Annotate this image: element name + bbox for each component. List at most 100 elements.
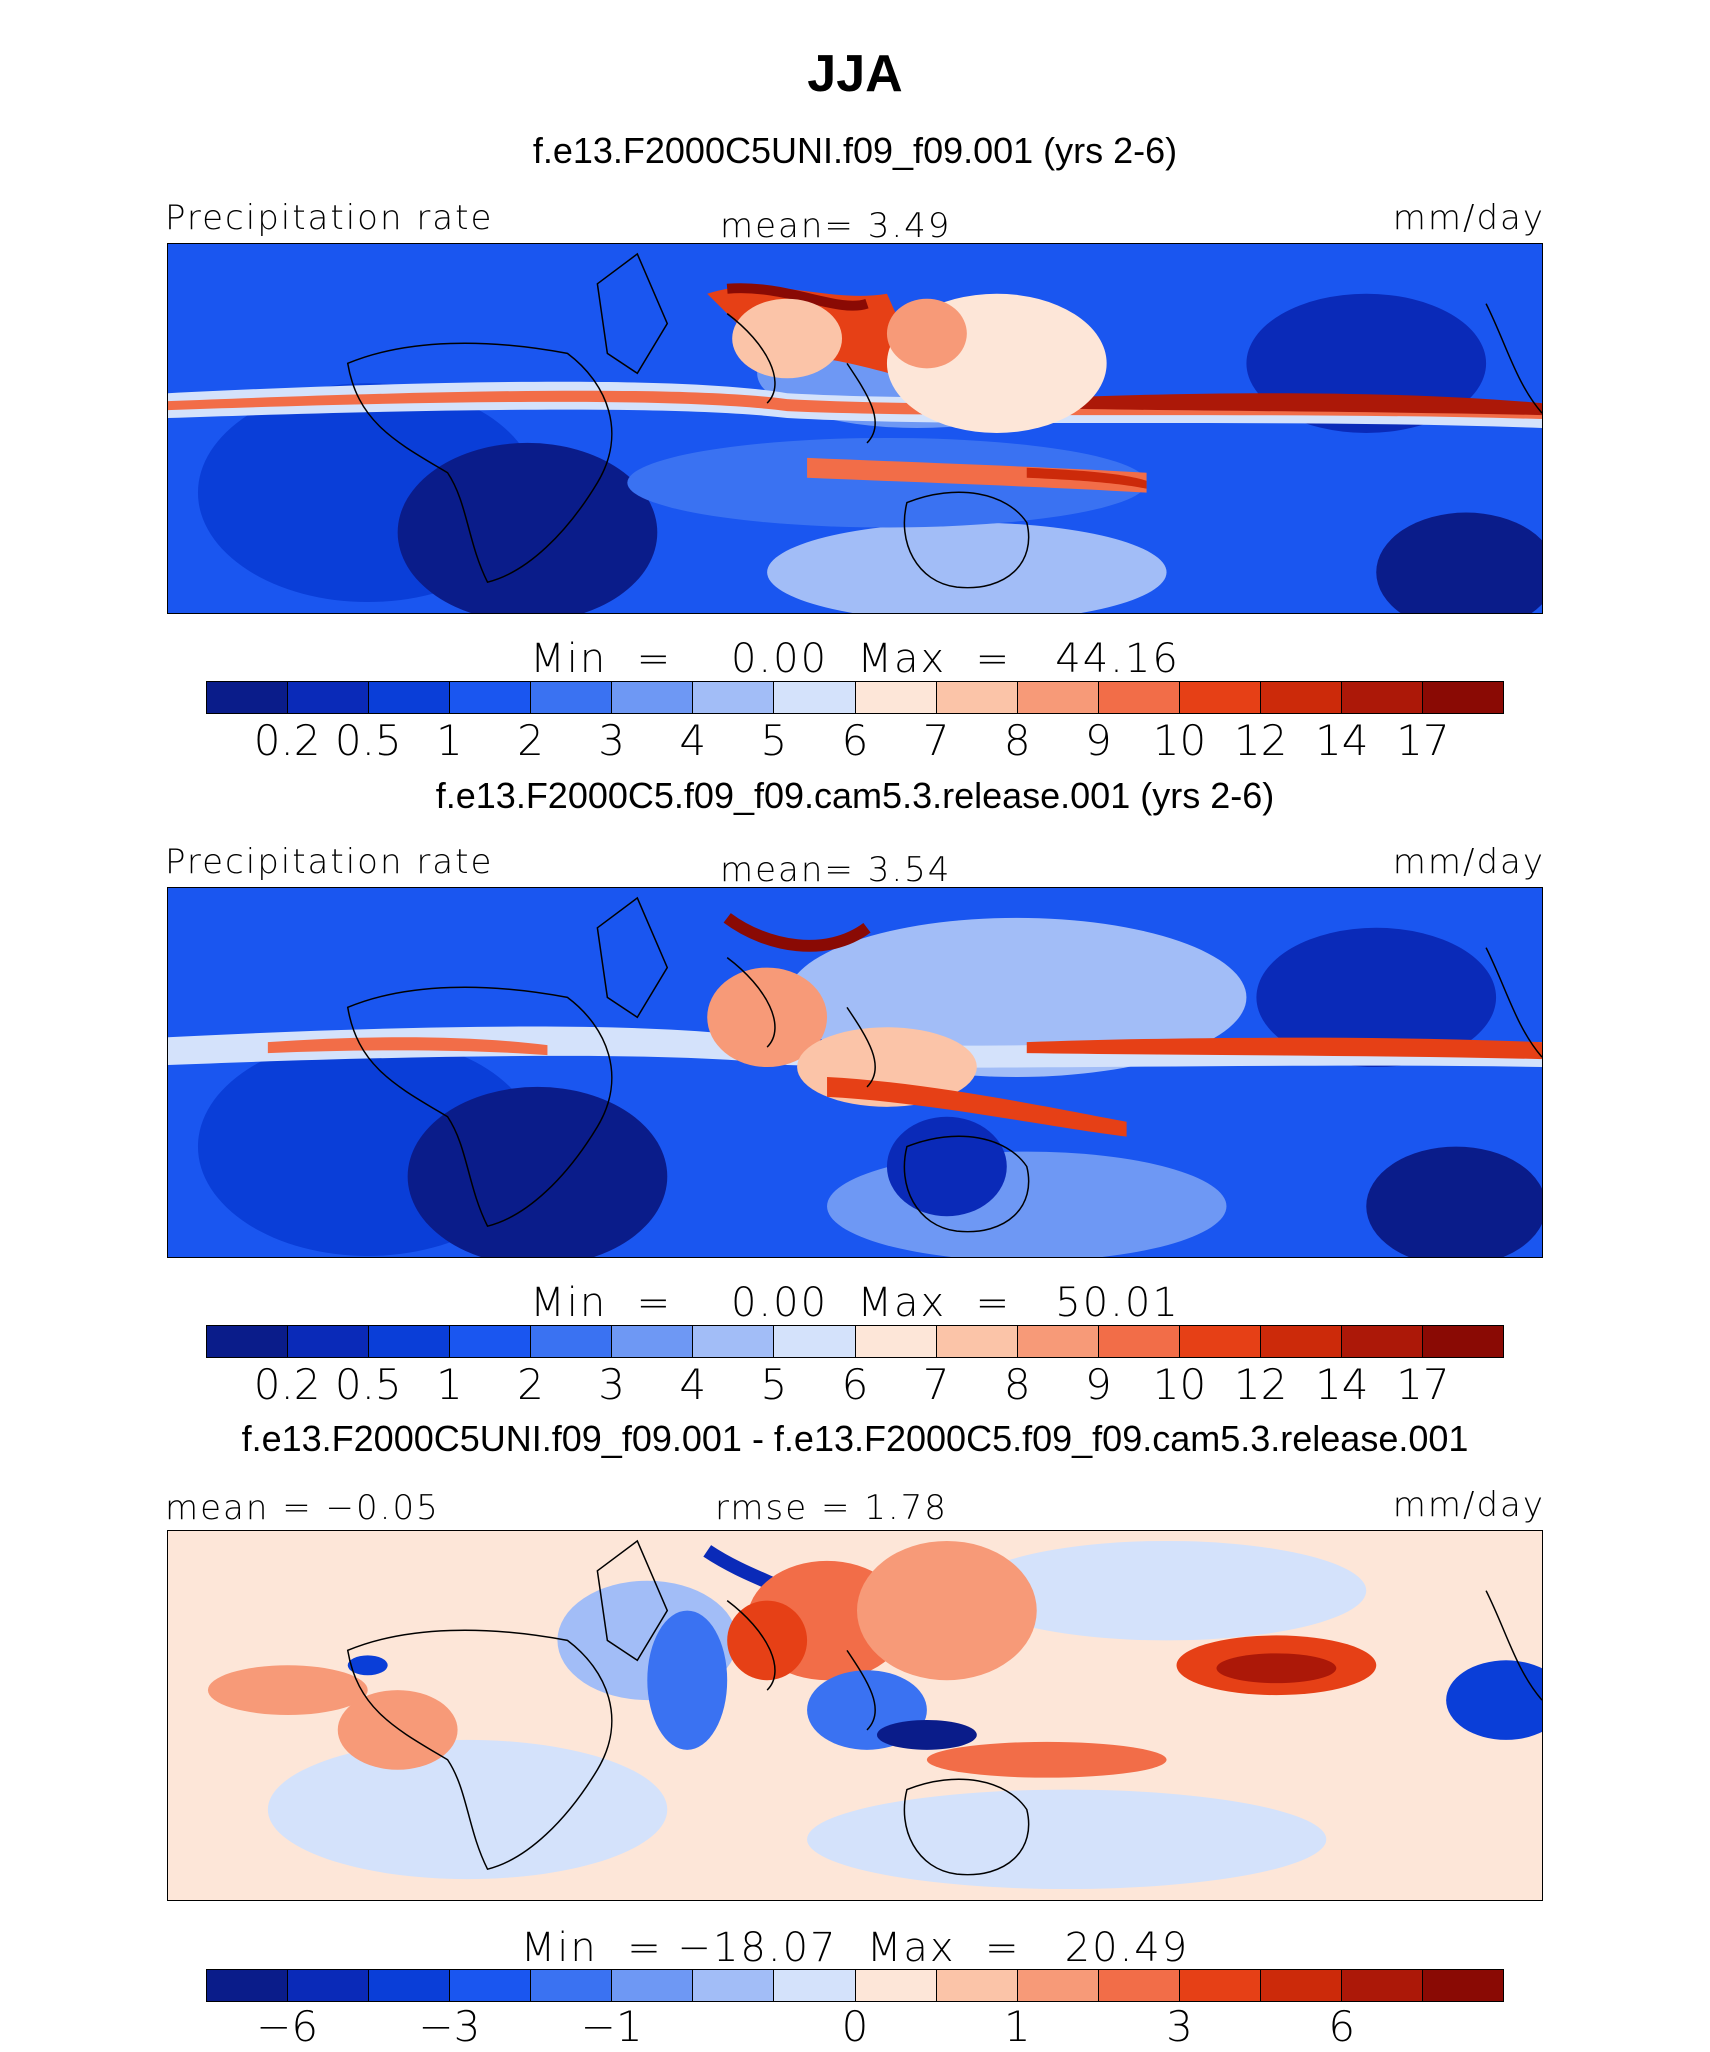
colorbar-tick-label: 7 — [922, 1360, 950, 1409]
colorbar-tick-label: 5 — [760, 1360, 788, 1409]
colorbar-swatch — [1017, 682, 1099, 713]
panel1-map — [167, 243, 1543, 614]
colorbar-tick-label: 3 — [598, 1360, 625, 1409]
panel3-mean-label: mean = −0.05 — [165, 1488, 440, 1528]
colorbar-swatch — [531, 682, 613, 713]
australia-outline — [903, 491, 1030, 589]
colorbar-swatch — [288, 1970, 370, 2001]
colorbar-tick-label: 14 — [1315, 1360, 1369, 1409]
colorbar-tick-label: 0.2 — [253, 1360, 321, 1409]
colorbar-swatch — [1260, 682, 1342, 713]
colorbar-tick-label: 1 — [436, 716, 463, 765]
panel1-colorbar — [206, 681, 1504, 714]
colorbar-tick-label: 17 — [1396, 1360, 1450, 1409]
colorbar-swatch — [1098, 682, 1180, 713]
colorbar-swatch — [855, 682, 937, 713]
colorbar-swatch — [1098, 1970, 1180, 2001]
colorbar-tick-label: 0.5 — [334, 716, 402, 765]
colorbar-tick-label: 1 — [436, 1360, 463, 1409]
colorbar-swatch — [369, 1970, 451, 2001]
colorbar-swatch — [450, 682, 532, 713]
colorbar-tick-label: 0.2 — [253, 716, 321, 765]
colorbar-tick-label: 12 — [1233, 716, 1288, 765]
africa-outline — [346, 342, 613, 584]
panel1-variable-label: Precipitation rate — [165, 198, 494, 238]
colorbar-swatch — [1098, 1326, 1180, 1357]
colorbar-tick-label: 10 — [1152, 1360, 1207, 1409]
panel3-colorbar-ticks: −6 −3 −1 0 1 3 6 — [206, 2002, 1504, 2052]
colorbar-swatch — [936, 1326, 1018, 1357]
colorbar-swatch — [1179, 682, 1261, 713]
colorbar-swatch — [1260, 1326, 1342, 1357]
panel2-case-title: f.e13.F2000C5.f09_f09.cam5.3.release.001… — [435, 775, 1275, 816]
panel2-colorbar-ticks: 0.2 0.5 1 2 3 4 5 6 7 8 9 10 12 14 17 — [206, 1360, 1504, 1410]
colorbar-tick-label: 0.5 — [334, 1360, 402, 1409]
colorbar-swatch — [288, 1326, 370, 1357]
colorbar-tick-label: 4 — [679, 1360, 707, 1409]
colorbar-swatch — [612, 1970, 694, 2001]
colorbar-tick-label: 9 — [1085, 1360, 1112, 1409]
colorbar-swatch — [531, 1970, 613, 2001]
colorbar-swatch — [936, 1970, 1018, 2001]
colorbar-swatch — [1341, 682, 1423, 713]
colorbar-tick-label: 10 — [1152, 716, 1207, 765]
colorbar-tick-label: 12 — [1233, 1360, 1288, 1409]
colorbar-swatch — [369, 682, 451, 713]
colorbar-swatch — [1422, 1326, 1503, 1357]
colorbar-tick-label: 0 — [841, 2002, 869, 2051]
colorbar-swatch — [612, 1326, 694, 1357]
colorbar-tick-label: 8 — [1003, 1360, 1031, 1409]
panel1-colorbar-ticks: 0.2 0.5 1 2 3 4 5 6 7 8 9 10 12 14 17 — [206, 716, 1504, 766]
panel3-map — [167, 1530, 1543, 1901]
colorbar-swatch — [450, 1970, 532, 2001]
panel3-case-title: f.e13.F2000C5UNI.f09_f09.001 - f.e13.F20… — [241, 1418, 1469, 1459]
colorbar-swatch — [1422, 1970, 1503, 2001]
panel1-minmax: Min = 0.00 Max = 44.16 — [530, 636, 1180, 682]
land-patch — [397, 442, 658, 613]
colorbar-tick-label: 3 — [598, 716, 625, 765]
panel3-colorbar — [206, 1969, 1504, 2002]
colorbar-swatch — [207, 1970, 289, 2001]
colorbar-swatch — [1179, 1970, 1261, 2001]
figure-title: JJA — [807, 45, 903, 103]
panel1-units-label: mm/day — [1392, 198, 1545, 238]
panel2-colorbar — [206, 1325, 1504, 1358]
colorbar-swatch — [1017, 1326, 1099, 1357]
panel1-case-title: f.e13.F2000C5UNI.f09_f09.001 (yrs 2-6) — [532, 130, 1178, 171]
colorbar-tick-label: 2 — [517, 1360, 544, 1409]
colorbar-tick-label: 6 — [841, 1360, 869, 1409]
colorbar-swatch — [612, 682, 694, 713]
colorbar-swatch — [855, 1326, 937, 1357]
panel2-map — [167, 887, 1543, 1258]
colorbar-swatch — [774, 1970, 856, 2001]
colorbar-tick-label: 7 — [922, 716, 950, 765]
panel3-units-label: mm/day — [1392, 1485, 1545, 1525]
colorbar-tick-label: 6 — [1328, 2002, 1356, 2051]
colorbar-swatch — [288, 682, 370, 713]
panel2-units-label: mm/day — [1392, 842, 1545, 882]
colorbar-swatch — [207, 1326, 289, 1357]
colorbar-swatch — [1017, 1970, 1099, 2001]
panel2-minmax: Min = 0.00 Max = 50.01 — [530, 1280, 1180, 1326]
colorbar-tick-label: 4 — [679, 716, 707, 765]
colorbar-tick-label: −6 — [256, 2002, 319, 2051]
colorbar-swatch — [207, 682, 289, 713]
panel2-variable-label: Precipitation rate — [165, 842, 494, 882]
colorbar-tick-label: −1 — [580, 2002, 643, 2051]
colorbar-swatch — [369, 1326, 451, 1357]
colorbar-swatch — [1179, 1326, 1261, 1357]
panel1-mean-label: mean= 3.49 — [720, 206, 952, 246]
colorbar-tick-label: 3 — [1166, 2002, 1193, 2051]
colorbar-swatch — [774, 682, 856, 713]
colorbar-swatch — [1341, 1326, 1423, 1357]
colorbar-tick-label: 14 — [1315, 716, 1369, 765]
colorbar-tick-label: 2 — [517, 716, 544, 765]
colorbar-swatch — [450, 1326, 532, 1357]
colorbar-swatch — [1341, 1970, 1423, 2001]
colorbar-swatch — [936, 682, 1018, 713]
colorbar-tick-label: −3 — [418, 2002, 481, 2051]
colorbar-swatch — [693, 682, 775, 713]
colorbar-tick-label: 6 — [841, 716, 869, 765]
colorbar-swatch — [693, 1970, 775, 2001]
colorbar-tick-label: 5 — [760, 716, 788, 765]
